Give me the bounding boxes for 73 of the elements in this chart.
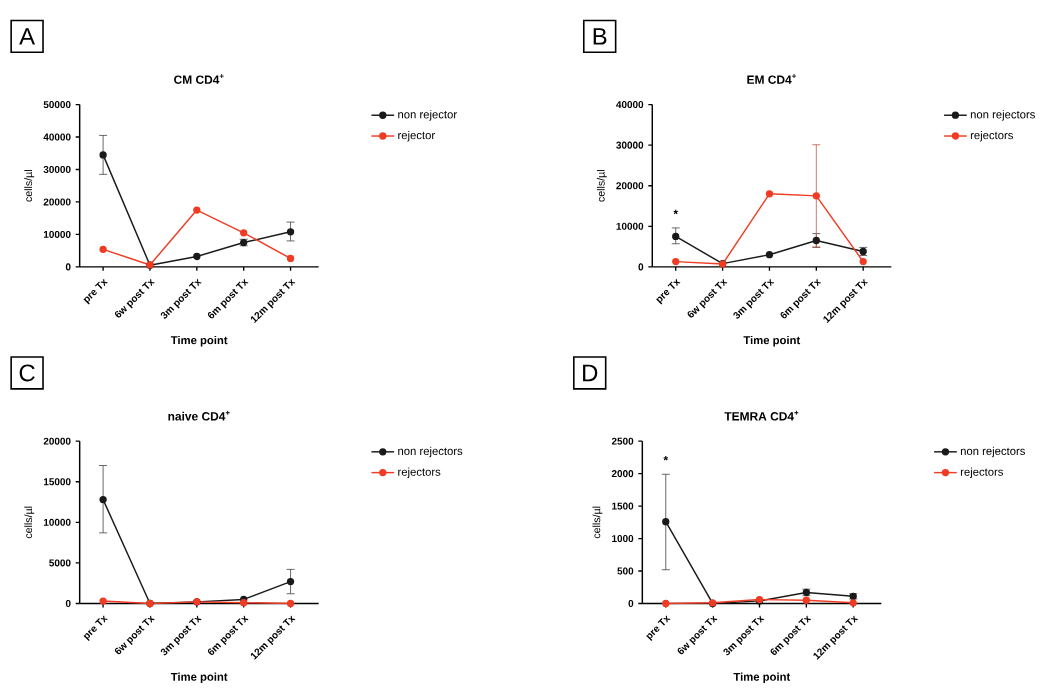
- point: [662, 517, 670, 526]
- y-tick-label: 2000: [611, 470, 634, 478]
- x-tick-label: pre Tx: [83, 278, 108, 305]
- x-axis-title: Time point: [170, 672, 228, 683]
- point: [99, 495, 107, 504]
- legend-label: non rejectors: [398, 446, 463, 458]
- point: [765, 190, 774, 198]
- y-tick-label: 30000: [43, 165, 71, 173]
- point: [240, 229, 248, 237]
- y-tick-label: 2500: [611, 437, 634, 445]
- point: [286, 577, 295, 586]
- point: [286, 254, 295, 263]
- point: [99, 245, 107, 253]
- point: [812, 192, 820, 200]
- point: [849, 599, 857, 607]
- x-axis-title: Time point: [743, 335, 801, 347]
- y-axis-title: cells/µl: [592, 506, 603, 539]
- y-tick-label: 1500: [612, 502, 634, 510]
- point: [672, 257, 680, 266]
- point: [286, 599, 295, 608]
- text: D: [583, 364, 598, 382]
- y-tick-label: 50000: [43, 100, 71, 109]
- legend-label: rejectors: [970, 130, 1013, 142]
- y-tick-label: 10000: [616, 222, 644, 230]
- y-tick-label: 40000: [616, 100, 644, 109]
- y-tick-label: 20000: [616, 182, 644, 190]
- x-tick-label: pre Tx: [83, 615, 108, 642]
- legend-label: non rejectors: [970, 110, 1035, 121]
- legend-label: rejectors: [960, 467, 1004, 478]
- chart-title: TEMRA CD4$^{+}$: [724, 410, 799, 421]
- y-tick-label: 30000: [616, 141, 644, 149]
- chart-title: CM CD4$^{+}$: [174, 74, 224, 84]
- y-axis-title: cells/µl: [24, 170, 35, 202]
- annotation: *: [663, 456, 669, 461]
- y-tick-label: 0: [65, 599, 71, 607]
- legend-label: rejector: [398, 130, 435, 142]
- chart-title: EM CD4$^{+}$: [747, 74, 797, 84]
- y-tick-label: 500: [617, 567, 634, 575]
- y-tick-label: 0: [638, 263, 644, 271]
- y-tick-label: 15000: [43, 478, 71, 486]
- y-tick-label: 10000: [43, 230, 71, 238]
- legend-label: non rejector: [398, 110, 457, 121]
- y-tick-label: 0: [628, 599, 634, 607]
- y-tick-label: 20000: [43, 198, 71, 206]
- point: [859, 257, 867, 266]
- text: B: [593, 28, 607, 45]
- point: [672, 232, 680, 241]
- x-tick-label: pre Tx: [646, 615, 671, 642]
- point: [802, 596, 810, 604]
- y-tick-label: 40000: [43, 133, 71, 141]
- y-tick-label: 0: [65, 263, 71, 271]
- point: [193, 252, 201, 261]
- text: C: [19, 364, 35, 382]
- point: [765, 251, 774, 259]
- y-tick-label: 20000: [43, 437, 71, 445]
- point: [193, 206, 201, 214]
- y-tick-label: 10000: [43, 518, 71, 526]
- chart-title: naive CD4$^{+}$: [168, 410, 230, 421]
- y-tick-label: 5000: [49, 559, 71, 567]
- annotation: *: [673, 209, 679, 215]
- y-tick-label: 1000: [612, 534, 634, 543]
- point: [286, 228, 295, 236]
- x-axis-title: Time point: [170, 335, 228, 347]
- y-axis-title: cells/µl: [24, 506, 35, 539]
- x-tick-label: pre Tx: [656, 278, 681, 305]
- point: [99, 151, 107, 159]
- text: A: [19, 28, 36, 45]
- legend-label: non rejectors: [960, 446, 1025, 458]
- legend-label: rejectors: [398, 467, 441, 478]
- point: [99, 597, 107, 605]
- point: [662, 599, 670, 608]
- x-axis-title: Time point: [733, 672, 791, 683]
- y-axis-title: cells/µl: [596, 170, 607, 202]
